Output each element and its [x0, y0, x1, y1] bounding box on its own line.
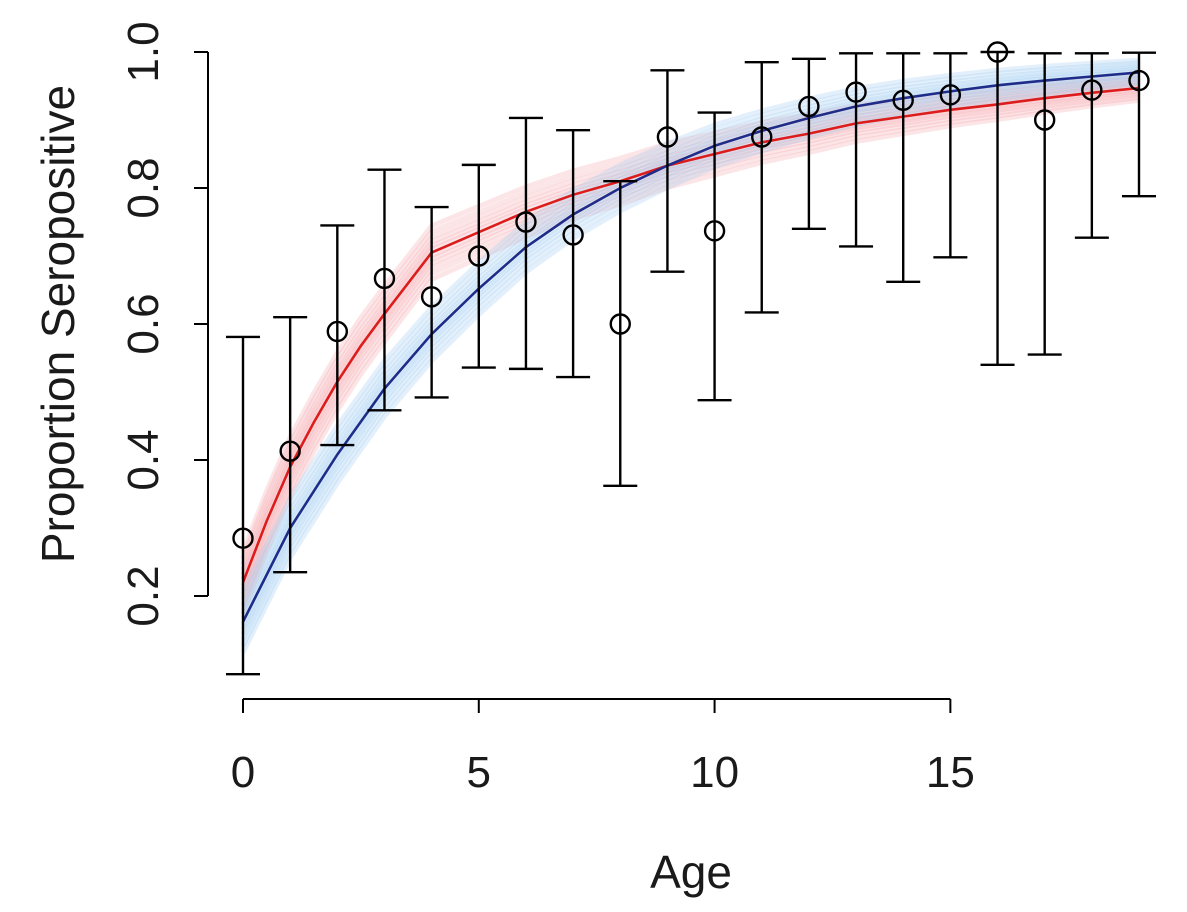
data-point — [232, 527, 254, 549]
y-tick-label: 0.8 — [119, 157, 168, 218]
band-sample-curve — [240, 82, 1140, 576]
error-bar — [1122, 51, 1156, 198]
x-axis-ticks: 0 5 10 15 — [231, 699, 975, 797]
band-sample-curve — [240, 57, 1140, 593]
error-bar — [980, 50, 1015, 366]
band-sample-curve — [240, 68, 1140, 620]
axes — [207, 52, 951, 700]
data-point — [468, 245, 490, 267]
data-point — [609, 313, 631, 335]
x-tick-label: 0 — [231, 748, 255, 797]
series-line-red — [241, 86, 1140, 583]
band-sample-curve — [240, 71, 1140, 627]
data-point — [751, 126, 773, 148]
y-axis-title: Proportion Seropositive — [32, 85, 84, 563]
y-tick-label: 0.2 — [119, 565, 168, 626]
band-sample-curve — [240, 73, 1140, 553]
band-sample-curve — [240, 65, 1140, 611]
data-point — [1128, 69, 1150, 92]
y-tick-label: 0.4 — [119, 429, 168, 490]
band-sample-curve — [240, 80, 1140, 572]
uncertainty-bands — [240, 57, 1140, 654]
error-bar — [226, 335, 260, 676]
band-sample-curve — [240, 84, 1140, 580]
y-tick-label: 1.0 — [119, 21, 168, 82]
data-point — [1081, 79, 1103, 101]
error-bar — [697, 111, 732, 402]
error-bar — [839, 52, 874, 248]
band-sample-curve — [240, 74, 1140, 636]
band-sample-curve — [240, 86, 1140, 587]
error-bar — [414, 205, 449, 399]
data-point — [986, 41, 1009, 63]
band-sample-curve — [240, 66, 1140, 616]
data-point — [892, 89, 914, 111]
data-point — [798, 95, 820, 118]
x-tick-label: 5 — [467, 748, 491, 797]
error-bar — [744, 61, 779, 314]
series-line-blue — [241, 71, 1140, 623]
data-point — [279, 440, 301, 462]
band-sample-curve — [240, 76, 1140, 560]
band-sample-curve — [240, 60, 1140, 600]
data-point — [515, 211, 537, 233]
error-bar — [320, 224, 355, 447]
y-axis-ticks: 0.2 0.4 0.6 0.8 1.0 — [119, 21, 208, 627]
x-tick-label: 15 — [926, 748, 975, 797]
data-point — [326, 320, 349, 343]
band-sample-curve — [240, 79, 1140, 647]
band-sample-curve — [240, 77, 1140, 641]
error-bar — [556, 128, 591, 379]
data-point — [939, 84, 962, 106]
data-point — [562, 224, 584, 246]
error-bar — [650, 69, 685, 273]
data-point — [845, 81, 867, 103]
data-point — [373, 267, 396, 290]
data-point — [420, 286, 443, 308]
band-sample-curve — [240, 95, 1140, 608]
error-bar — [367, 168, 402, 412]
error-bar — [791, 57, 826, 231]
error-bar — [508, 116, 543, 371]
band-sample-curve — [240, 62, 1140, 606]
data-point — [1033, 109, 1056, 131]
band-sample-curve — [240, 88, 1140, 591]
fitted-lines — [241, 71, 1140, 623]
band-sample-curve — [240, 97, 1140, 614]
data-points — [232, 41, 1150, 549]
data-point — [656, 126, 679, 148]
band-sample-curve — [240, 90, 1140, 596]
data-point — [703, 220, 726, 242]
error-bar — [933, 52, 968, 259]
x-tick-label: 10 — [690, 748, 739, 797]
error-bar — [1027, 52, 1062, 356]
band-sample-curve — [240, 82, 1140, 654]
error-bar — [273, 316, 308, 574]
y-tick-label: 0.6 — [119, 293, 168, 354]
error-bar — [1074, 52, 1109, 239]
x-axis-title: Age — [650, 846, 732, 898]
